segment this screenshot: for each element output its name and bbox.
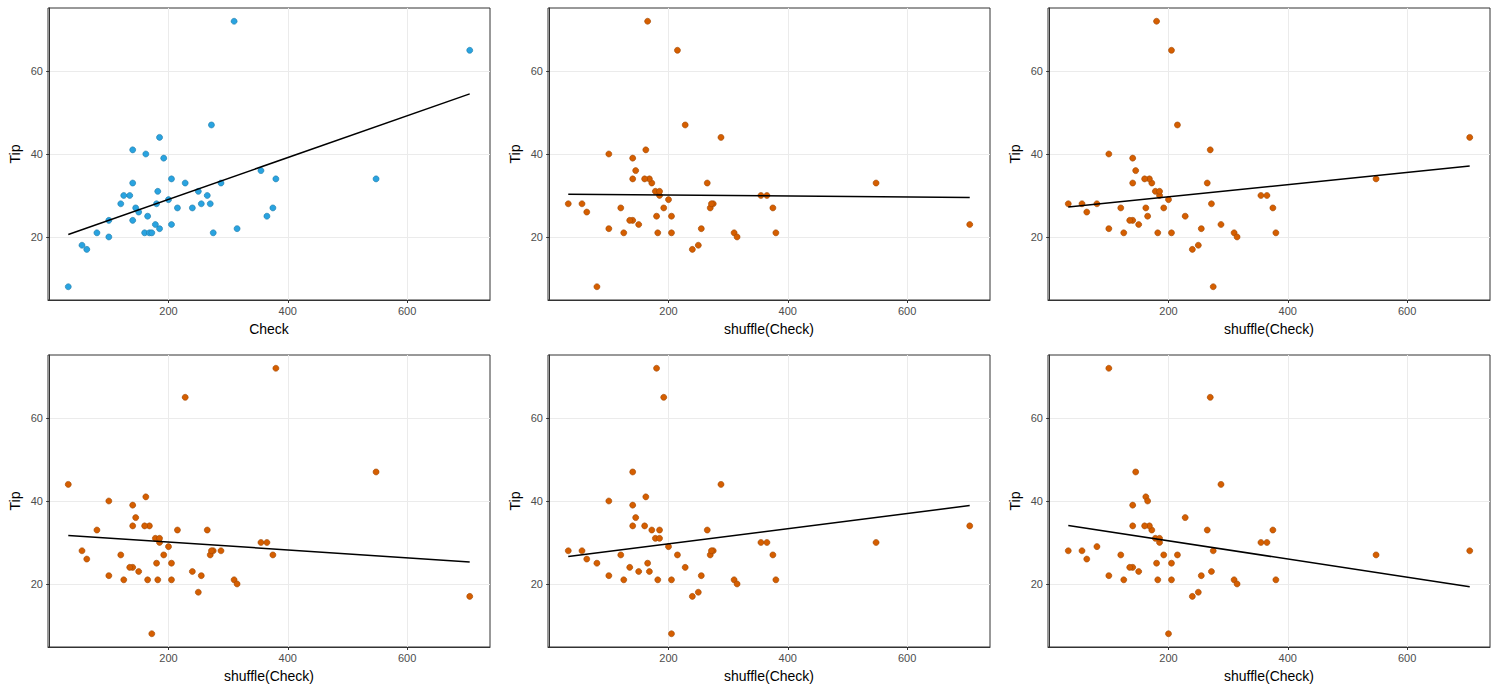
svg-text:60: 60 (531, 412, 543, 424)
svg-text:Tip: Tip (7, 491, 23, 510)
svg-text:Tip: Tip (1007, 491, 1023, 510)
svg-text:20: 20 (531, 578, 543, 590)
svg-text:400: 400 (279, 652, 297, 664)
svg-text:40: 40 (1031, 495, 1043, 507)
svg-text:shuffle(Check): shuffle(Check) (1224, 668, 1314, 684)
svg-text:40: 40 (531, 148, 543, 160)
svg-text:200: 200 (1159, 305, 1177, 317)
svg-text:40: 40 (31, 495, 43, 507)
svg-text:Tip: Tip (507, 491, 523, 510)
svg-text:400: 400 (1279, 652, 1297, 664)
svg-text:600: 600 (1398, 305, 1416, 317)
svg-text:200: 200 (159, 305, 177, 317)
svg-text:shuffle(Check): shuffle(Check) (724, 321, 814, 337)
svg-text:20: 20 (31, 231, 43, 243)
svg-text:600: 600 (398, 652, 416, 664)
svg-text:40: 40 (531, 495, 543, 507)
svg-text:200: 200 (1159, 652, 1177, 664)
svg-text:400: 400 (779, 305, 797, 317)
svg-text:60: 60 (31, 412, 43, 424)
svg-text:shuffle(Check): shuffle(Check) (1224, 321, 1314, 337)
svg-text:200: 200 (659, 305, 677, 317)
svg-text:Tip: Tip (507, 144, 523, 163)
svg-text:600: 600 (1398, 652, 1416, 664)
svg-text:40: 40 (1031, 148, 1043, 160)
svg-text:20: 20 (1031, 231, 1043, 243)
svg-text:400: 400 (1279, 305, 1297, 317)
svg-text:Check: Check (249, 321, 290, 337)
svg-text:20: 20 (1031, 578, 1043, 590)
svg-text:40: 40 (31, 148, 43, 160)
svg-text:400: 400 (279, 305, 297, 317)
svg-text:20: 20 (31, 578, 43, 590)
svg-text:600: 600 (898, 305, 916, 317)
svg-text:shuffle(Check): shuffle(Check) (224, 668, 314, 684)
svg-text:200: 200 (659, 652, 677, 664)
svg-text:600: 600 (898, 652, 916, 664)
svg-text:60: 60 (31, 65, 43, 77)
svg-text:20: 20 (531, 231, 543, 243)
svg-text:60: 60 (1031, 65, 1043, 77)
svg-text:Tip: Tip (1007, 144, 1023, 163)
svg-text:60: 60 (1031, 412, 1043, 424)
svg-text:400: 400 (779, 652, 797, 664)
svg-text:60: 60 (531, 65, 543, 77)
svg-text:600: 600 (398, 305, 416, 317)
svg-text:200: 200 (159, 652, 177, 664)
svg-text:shuffle(Check): shuffle(Check) (724, 668, 814, 684)
svg-text:Tip: Tip (7, 144, 23, 163)
